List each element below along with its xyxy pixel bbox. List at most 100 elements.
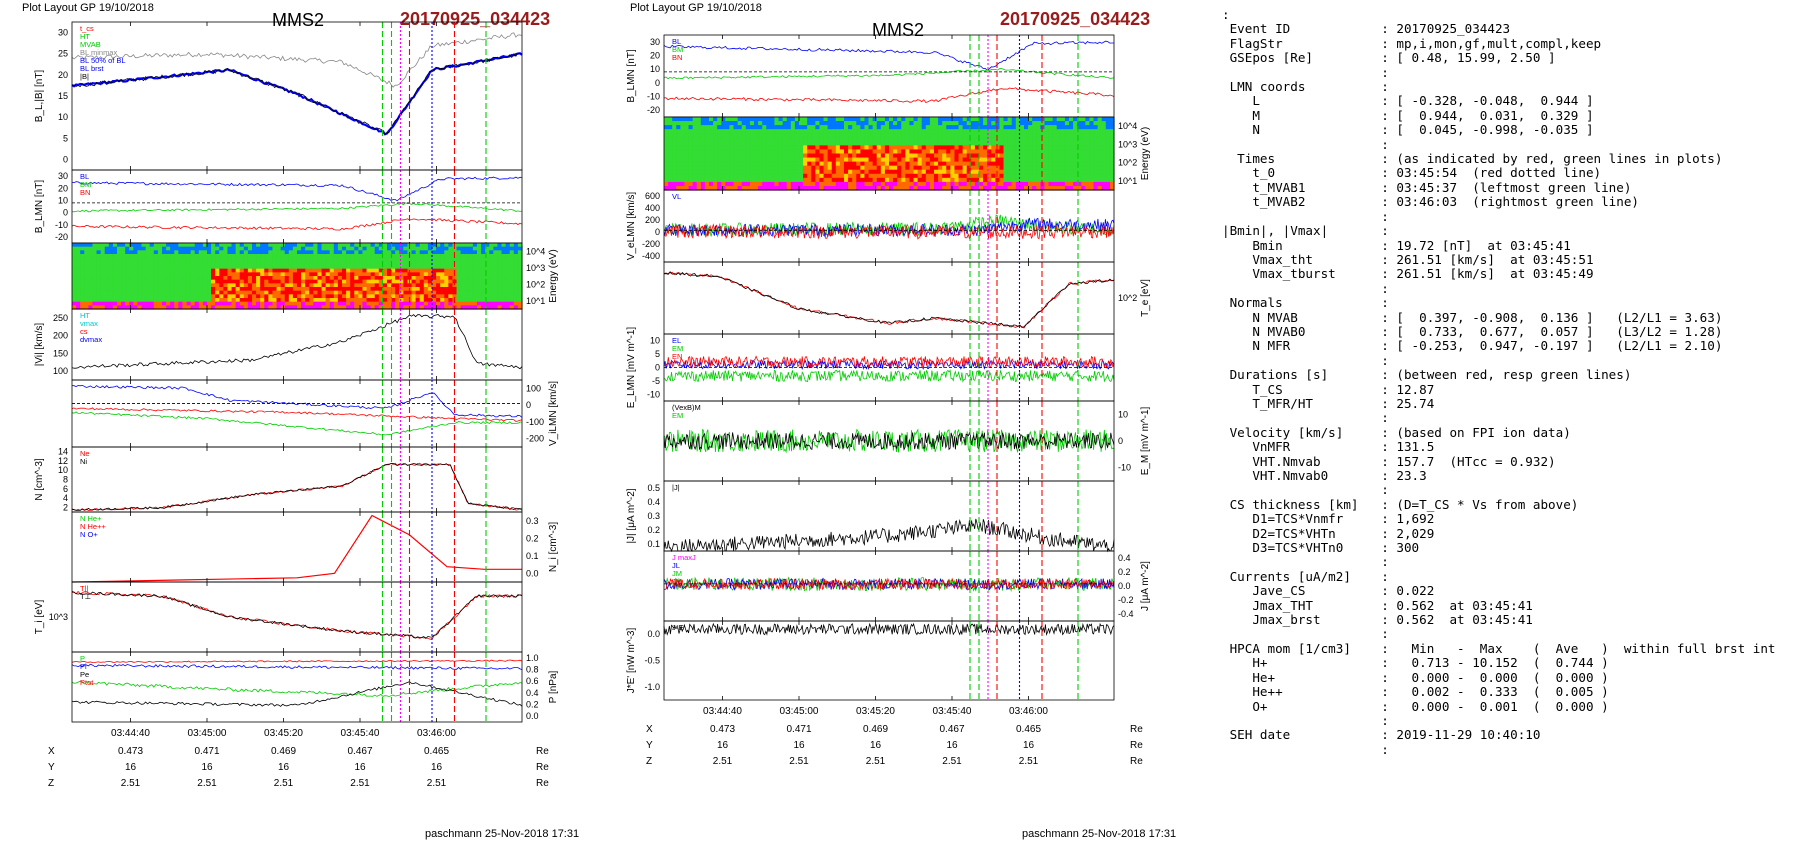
spectrogram-cell — [125, 250, 130, 255]
spectrogram-cell — [745, 181, 751, 187]
spectrogram-cell — [329, 250, 335, 255]
spectrogram-cell — [481, 290, 486, 295]
spectrogram-cell — [239, 257, 245, 262]
spectrogram-cell — [1007, 177, 1013, 183]
spectrogram-cell — [819, 185, 825, 191]
summary-line: Event ID : 20170925_034423 — [1222, 21, 1511, 37]
spectrogram-cell — [1032, 177, 1037, 183]
spectrogram-cell — [366, 294, 372, 299]
spectrogram-cell — [497, 254, 503, 259]
spectrogram-cell — [284, 250, 290, 255]
spectrogram-cell — [350, 287, 355, 292]
spectrogram-cell — [929, 181, 935, 187]
spectrogram-cell — [684, 161, 690, 167]
spectrogram-cell — [219, 305, 224, 310]
spectrogram-cell — [141, 294, 147, 299]
spectrogram-cell — [676, 121, 681, 126]
spectrogram-cell — [162, 246, 167, 251]
spectrogram-cell — [411, 250, 417, 255]
spectrogram-cell — [1060, 125, 1066, 130]
spectrogram-cell — [1060, 145, 1066, 151]
spectrogram-cell — [901, 157, 906, 163]
spectrogram-cell — [198, 298, 204, 303]
spectrogram-cell — [672, 141, 677, 146]
spectrogram-cell — [264, 272, 269, 277]
spectrogram-cell — [860, 117, 866, 122]
y-tick-label: 10 — [58, 112, 68, 122]
spectrogram-cell — [493, 290, 499, 295]
spectrogram-cell — [717, 129, 722, 134]
spectrogram-cell — [313, 265, 319, 270]
spectrogram-cell — [999, 161, 1005, 167]
spectrogram-cell — [325, 276, 331, 281]
spectrogram-cell — [477, 287, 482, 292]
spectrogram-cell — [497, 272, 503, 277]
spectrogram-cell — [121, 305, 126, 310]
spectrogram-cell — [790, 133, 796, 138]
spectrogram-cell — [962, 173, 968, 179]
spectrogram-cell — [979, 173, 984, 179]
spectrogram-cell — [966, 177, 972, 183]
spectrogram-cell — [672, 173, 677, 179]
spectrogram-cell — [696, 125, 702, 130]
y-tick-label: 12 — [58, 456, 68, 466]
spectrogram-cell — [288, 268, 294, 273]
legend-entry: HT — [80, 32, 90, 41]
spectrogram-cell — [256, 243, 261, 248]
spectrogram-cell — [432, 261, 437, 266]
position-value: 16 — [793, 740, 805, 751]
spectrogram-cell — [913, 153, 919, 159]
spectrogram-cell — [157, 290, 163, 295]
spectrogram-cell — [411, 272, 417, 277]
spectrogram-cell — [823, 149, 829, 155]
spectrogram-cell — [198, 246, 204, 251]
spectrogram-cell — [684, 117, 690, 122]
spectrogram-cell — [211, 283, 216, 288]
spectrogram-cell — [782, 133, 788, 138]
spectrogram-cell — [839, 145, 845, 151]
time-tick-label: 03:45:40 — [341, 728, 380, 739]
spectrogram-cell — [921, 181, 927, 187]
spectrogram-cell — [958, 133, 964, 138]
spectrogram-cell — [668, 169, 673, 175]
spectrogram-cell — [333, 272, 339, 277]
spectrogram-cell — [946, 169, 951, 175]
spectrogram-cell — [464, 272, 470, 277]
spectrogram-cell — [88, 283, 94, 288]
spectrogram-cell — [104, 246, 110, 251]
spectrogram-cell — [391, 254, 396, 259]
position-value: 0.473 — [118, 746, 143, 757]
legend-entry: VL — [672, 192, 681, 201]
position-unit: Re — [1130, 724, 1143, 735]
spectrogram-cell — [758, 157, 763, 163]
spectrogram-cell — [1028, 121, 1033, 126]
spectrogram-cell — [186, 294, 192, 299]
spectrogram-cell — [182, 283, 188, 288]
spectrogram-cell — [749, 121, 755, 126]
spectrogram-cell — [125, 254, 130, 259]
spectrogram-cell — [725, 117, 731, 122]
spectrogram-cell — [983, 185, 988, 191]
spectrogram-cell — [704, 125, 710, 130]
spectrogram-cell — [811, 121, 816, 126]
spectrogram-cell — [835, 121, 841, 126]
spectrogram-cell — [876, 169, 882, 175]
spectrogram-cell — [190, 298, 196, 303]
spectrogram-cell — [1044, 133, 1050, 138]
spectrogram-cell — [464, 254, 470, 259]
legend-entry: (VexB)M — [672, 403, 701, 412]
spectrogram-cell — [157, 246, 163, 251]
spectrogram-cell — [337, 276, 343, 281]
spectrogram-cell — [108, 272, 114, 277]
spectrogram-cell — [202, 265, 208, 270]
spectrogram-cell — [872, 177, 878, 183]
spectrogram-cell — [668, 141, 673, 146]
spectrogram-cell — [243, 279, 249, 284]
spectrogram-cell — [1003, 157, 1009, 163]
spectrogram-cell — [766, 157, 771, 163]
spectrogram-cell — [207, 257, 212, 262]
spectrogram-cell — [133, 261, 139, 266]
spectrogram-cell — [104, 298, 110, 303]
spectrogram-cell — [223, 276, 229, 281]
